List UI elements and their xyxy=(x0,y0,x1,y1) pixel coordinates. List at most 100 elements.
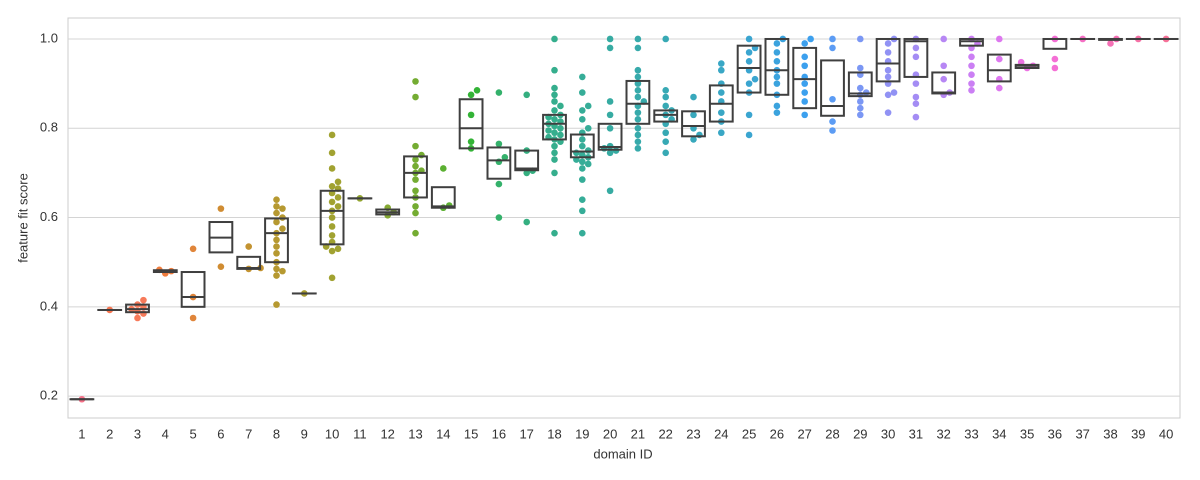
swarm-point xyxy=(140,296,147,304)
swarm-point xyxy=(551,91,558,99)
x-tick-label: 7 xyxy=(245,426,252,441)
x-tick-label: 32 xyxy=(936,426,950,441)
box xyxy=(180,271,206,308)
box xyxy=(486,146,512,180)
box xyxy=(847,71,873,98)
swarm-point xyxy=(523,91,530,99)
swarm-point xyxy=(634,145,642,152)
x-tick-label: 26 xyxy=(770,426,784,441)
swarm-point xyxy=(279,225,286,233)
box xyxy=(597,122,623,151)
swarm-point xyxy=(134,314,141,322)
swarm-point xyxy=(557,102,564,110)
swarm-point xyxy=(273,196,280,203)
swarm-point xyxy=(412,176,419,183)
swarm-point xyxy=(634,35,642,43)
swarm-point xyxy=(334,245,342,253)
x-tick-label: 2 xyxy=(106,426,113,441)
swarm-point xyxy=(773,73,781,81)
swarm-point xyxy=(801,53,808,61)
swarm-point xyxy=(884,109,892,116)
box xyxy=(625,79,651,125)
swarm-point xyxy=(523,218,530,226)
swarm-point xyxy=(440,165,447,172)
swarm-point xyxy=(940,35,947,43)
swarm-point xyxy=(579,207,586,215)
swarm-point xyxy=(606,149,614,157)
swarm-point xyxy=(328,247,336,255)
x-tick-label: 21 xyxy=(631,426,645,441)
swarm-point xyxy=(412,142,419,150)
swarm-point xyxy=(662,102,669,110)
box xyxy=(792,46,818,110)
swarm-point xyxy=(662,129,669,137)
swarm-point xyxy=(773,40,781,47)
y-axis-label: feature fit score xyxy=(15,173,30,263)
swarm-point xyxy=(551,229,558,237)
swarm-point xyxy=(773,102,781,110)
swarm-point xyxy=(579,142,586,150)
box xyxy=(736,44,762,94)
box xyxy=(875,37,901,83)
swarm-point xyxy=(495,214,503,221)
x-tick-label: 13 xyxy=(408,426,422,441)
swarm-point xyxy=(279,205,286,212)
x-tick-label: 30 xyxy=(881,426,895,441)
box xyxy=(653,109,679,123)
swarm-point xyxy=(584,160,592,168)
swarm-point xyxy=(634,93,642,101)
swarm-point xyxy=(557,131,564,139)
swarm-point xyxy=(857,111,864,119)
swarm-point xyxy=(745,58,753,65)
swarm-point xyxy=(912,93,920,101)
x-tick-label: 3 xyxy=(134,426,141,441)
y-tick-label: 0.2 xyxy=(40,388,58,403)
swarm-point xyxy=(579,73,586,81)
swarm-point xyxy=(912,80,920,87)
box xyxy=(319,189,345,246)
x-tick-label: 9 xyxy=(301,426,308,441)
swarm-point xyxy=(751,75,759,83)
swarm-point xyxy=(968,80,975,87)
box xyxy=(681,110,706,138)
x-tick-label: 4 xyxy=(162,426,169,441)
swarm-point xyxy=(584,124,592,132)
swarm-point xyxy=(412,187,419,195)
swarm-point xyxy=(884,91,892,99)
swarm-point xyxy=(1051,55,1059,63)
swarm-point xyxy=(412,156,419,163)
x-tick-label: 20 xyxy=(603,426,617,441)
x-tick-label: 19 xyxy=(575,426,589,441)
swarm-point xyxy=(579,136,586,143)
x-tick-label: 6 xyxy=(217,426,224,441)
swarm-point xyxy=(912,44,920,52)
swarm-point xyxy=(634,116,642,123)
swarm-point xyxy=(634,80,642,87)
swarm-point xyxy=(884,40,892,47)
swarm-point xyxy=(773,49,781,56)
swarm-point xyxy=(495,89,503,96)
swarm-point xyxy=(412,93,419,101)
swarm-point xyxy=(412,162,419,170)
swarm-point xyxy=(718,129,725,137)
swarm-point xyxy=(328,214,336,221)
x-tick-label: 27 xyxy=(797,426,811,441)
swarm-point xyxy=(634,73,642,81)
swarm-point xyxy=(884,73,892,81)
swarm-point xyxy=(634,44,642,52)
swarm-point xyxy=(801,89,808,96)
swarm-point xyxy=(189,245,197,253)
swarm-point xyxy=(662,149,669,157)
swarm-point xyxy=(718,109,725,116)
x-axis-label: domain ID xyxy=(593,446,652,461)
x-tick-label: 18 xyxy=(547,426,561,441)
x-tick-label: 24 xyxy=(714,426,728,441)
swarm-point xyxy=(545,127,552,134)
swarm-point xyxy=(328,274,336,282)
swarm-point xyxy=(857,104,864,112)
swarm-point xyxy=(579,165,586,172)
swarm-point xyxy=(968,87,975,94)
swarm-point xyxy=(890,89,898,96)
swarm-point xyxy=(551,169,558,177)
x-tick-label: 23 xyxy=(686,426,700,441)
